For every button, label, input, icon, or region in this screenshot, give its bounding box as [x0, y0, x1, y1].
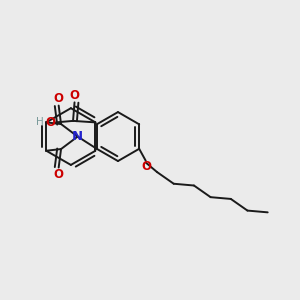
Text: O: O [54, 168, 64, 181]
Text: O: O [54, 92, 64, 106]
Text: O: O [45, 116, 55, 129]
Text: O: O [70, 89, 80, 102]
Text: N: N [72, 130, 83, 143]
Text: O: O [142, 160, 152, 172]
Text: H: H [36, 117, 44, 128]
